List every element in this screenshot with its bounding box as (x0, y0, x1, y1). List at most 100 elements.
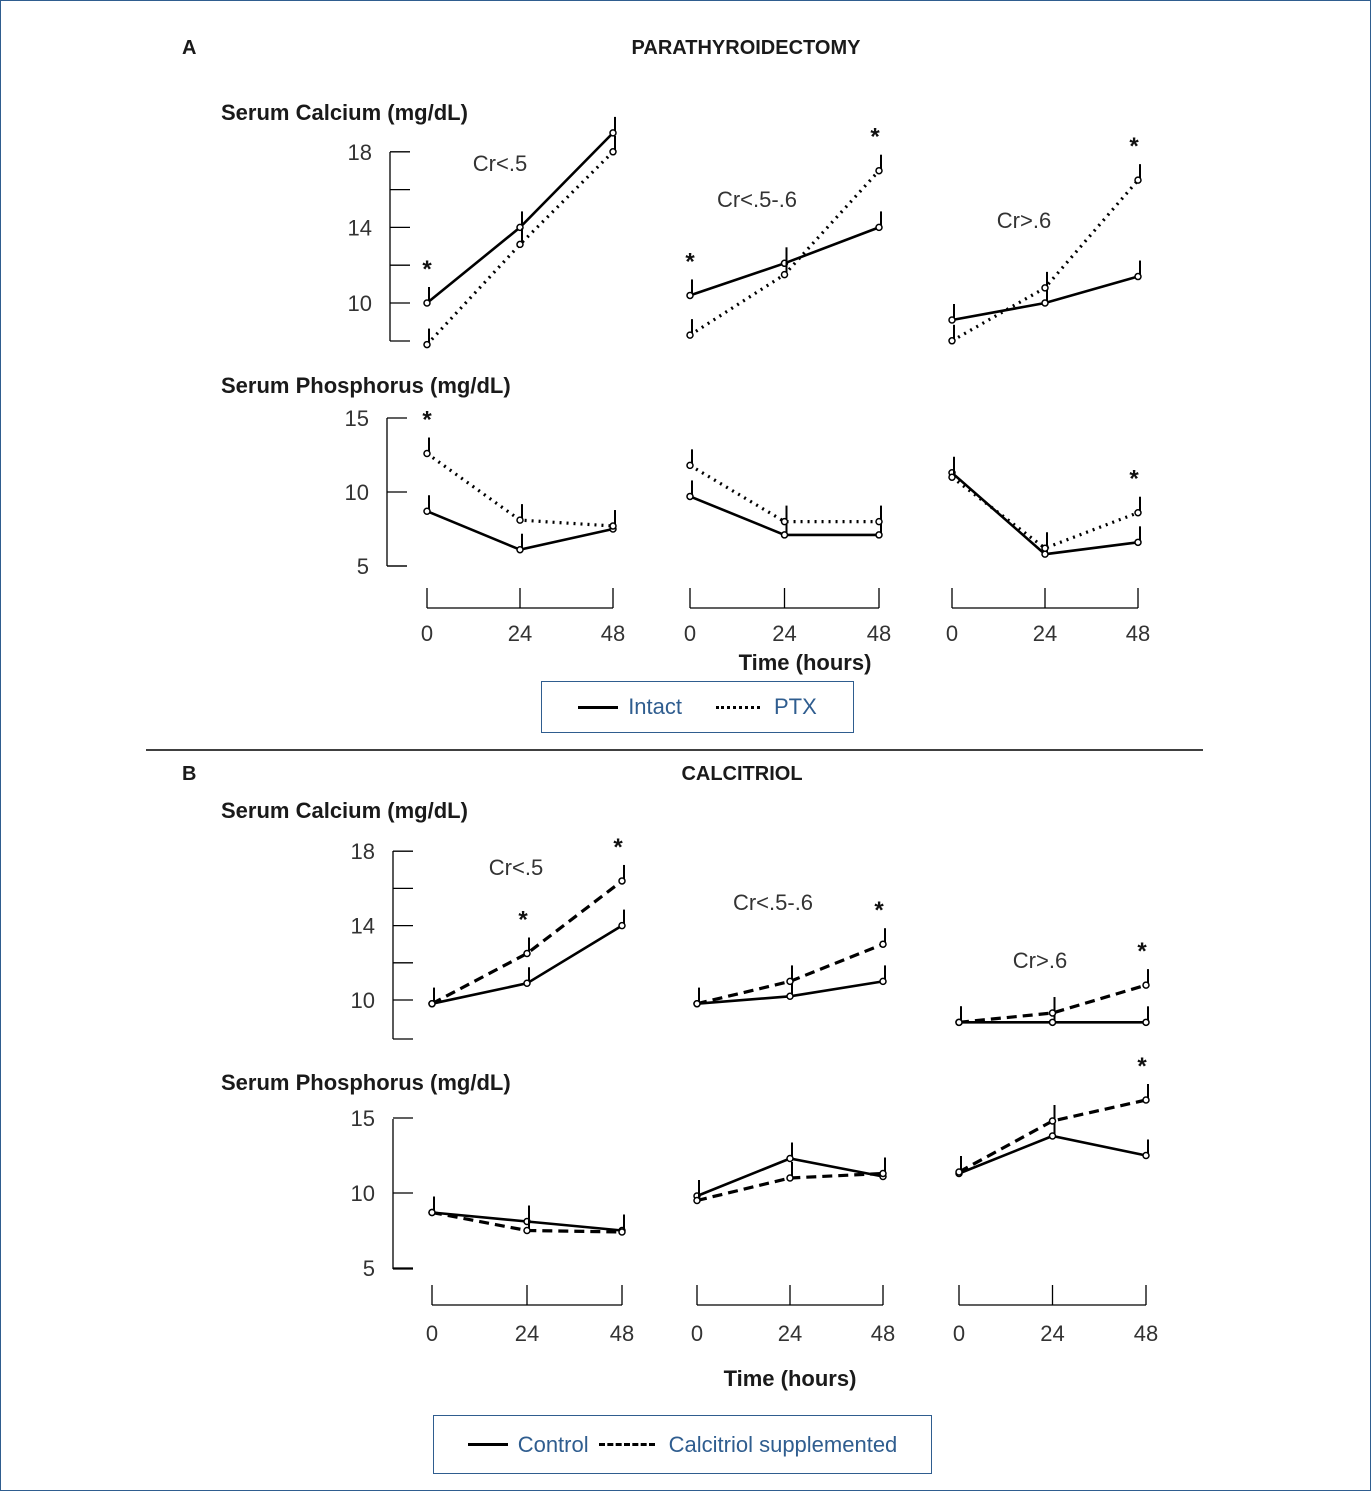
data-point (875, 531, 883, 539)
x-tick-label: 48 (1134, 1321, 1158, 1346)
x-tick-label: 0 (953, 1321, 965, 1346)
data-point (609, 129, 617, 137)
data-point (1134, 538, 1142, 547)
y-tick-label: 10 (348, 291, 372, 316)
y-tick-label: 15 (345, 406, 369, 431)
significance-asterisk: * (685, 248, 695, 275)
data-point (1041, 299, 1049, 307)
y-tick-label: 10 (345, 480, 369, 505)
data-point (609, 522, 617, 530)
series-line-dotted (425, 150, 615, 346)
data-point (423, 449, 431, 458)
y-tick-label: 18 (351, 839, 375, 864)
group-label: Cr<.5 (489, 855, 543, 880)
significance-asterisk: * (518, 907, 528, 934)
y-tick-label: 5 (357, 554, 369, 579)
significance-asterisk: * (1129, 133, 1139, 160)
x-tick-label: 0 (684, 621, 696, 646)
x-tick-label: 24 (515, 1321, 539, 1346)
series-line-dashed (431, 879, 623, 1006)
x-tick-label: 24 (1040, 1321, 1064, 1346)
data-point (955, 1018, 963, 1027)
data-point (786, 992, 794, 1001)
group-label: Cr<.5-.6 (733, 890, 813, 915)
y-tick-label: 18 (348, 140, 372, 165)
y-tick-label: 15 (351, 1106, 375, 1131)
significance-asterisk: * (870, 124, 880, 151)
data-point (879, 940, 887, 948)
data-point (948, 337, 956, 345)
data-point (1041, 544, 1049, 552)
data-point (1041, 550, 1049, 558)
legend-solid-swatch (578, 705, 619, 709)
data-point (693, 999, 701, 1008)
x-tick-label: 48 (601, 621, 625, 646)
data-point (786, 1174, 794, 1182)
data-point (948, 473, 956, 481)
significance-asterisk: * (613, 834, 623, 861)
series-line-solid (431, 924, 623, 1005)
data-point (1142, 1151, 1150, 1160)
data-point (686, 492, 694, 501)
data-point (686, 461, 694, 470)
legend-ptx-label: PTX (774, 694, 817, 719)
x-tick-label: 0 (421, 621, 433, 646)
x-tick-label: 0 (691, 1321, 703, 1346)
data-point (618, 1228, 626, 1236)
data-point (780, 270, 789, 279)
data-point (618, 921, 626, 930)
legend-dashed-swatch (598, 1443, 655, 1446)
data-point (1142, 1018, 1150, 1027)
panel-a-legend: Intact PTX (541, 681, 854, 733)
group-label: Cr>.6 (997, 208, 1051, 233)
y-tick-label: 14 (351, 914, 375, 939)
series-line-dashed (958, 1098, 1147, 1174)
data-point (1134, 508, 1142, 517)
legend-dotted-swatch (716, 705, 760, 709)
panel-b-letter: B (182, 763, 196, 785)
data-point (423, 507, 431, 515)
panel-b-phosphorus-label: Serum Phosphorus (mg/dL) (221, 1070, 511, 1095)
data-point (423, 299, 431, 307)
data-point (780, 531, 789, 539)
series-line-dotted (689, 464, 879, 524)
panel-b-title: CALCITRIOL (681, 763, 802, 785)
group-label: Cr<.5-.6 (717, 187, 797, 212)
x-tick-label: 24 (778, 1321, 802, 1346)
group-label: Cr>.6 (1013, 948, 1067, 973)
significance-asterisk: * (1137, 1053, 1147, 1080)
y-tick-label: 10 (351, 1181, 375, 1206)
series-line-dotted (426, 452, 614, 528)
y-tick-label: 5 (363, 1256, 375, 1281)
x-tick-label: 48 (867, 621, 891, 646)
y-tick-label: 10 (351, 988, 375, 1013)
panel-a-letter: A (182, 37, 196, 59)
x-tick-label: 48 (871, 1321, 895, 1346)
legend-calcitriol-label: Calcitriol supplemented (668, 1431, 898, 1457)
data-point (523, 949, 531, 958)
data-point (1142, 981, 1150, 989)
data-point (1048, 1009, 1057, 1017)
significance-asterisk: * (1137, 938, 1147, 965)
group-label: Cr<.5 (473, 151, 527, 176)
data-point (1041, 284, 1049, 292)
series-line-solid (951, 275, 1139, 322)
data-point (618, 877, 626, 885)
data-point (423, 340, 431, 349)
series-line-dashed (696, 942, 884, 1006)
significance-asterisk: * (422, 407, 432, 434)
y-tick-label: 14 (348, 215, 372, 240)
significance-asterisk: * (874, 897, 884, 924)
data-point (1048, 1117, 1057, 1125)
x-tick-label: 24 (508, 621, 532, 646)
panel-b-calcium-label: Serum Calcium (mg/dL) (221, 798, 468, 823)
series-line-solid (951, 471, 1139, 556)
data-point (1142, 1096, 1150, 1104)
data-point (693, 1196, 701, 1205)
x-tick-label: 24 (1033, 621, 1057, 646)
data-point (1048, 1018, 1057, 1027)
data-point (875, 223, 883, 232)
data-point (686, 291, 694, 300)
x-tick-label: 0 (946, 621, 958, 646)
